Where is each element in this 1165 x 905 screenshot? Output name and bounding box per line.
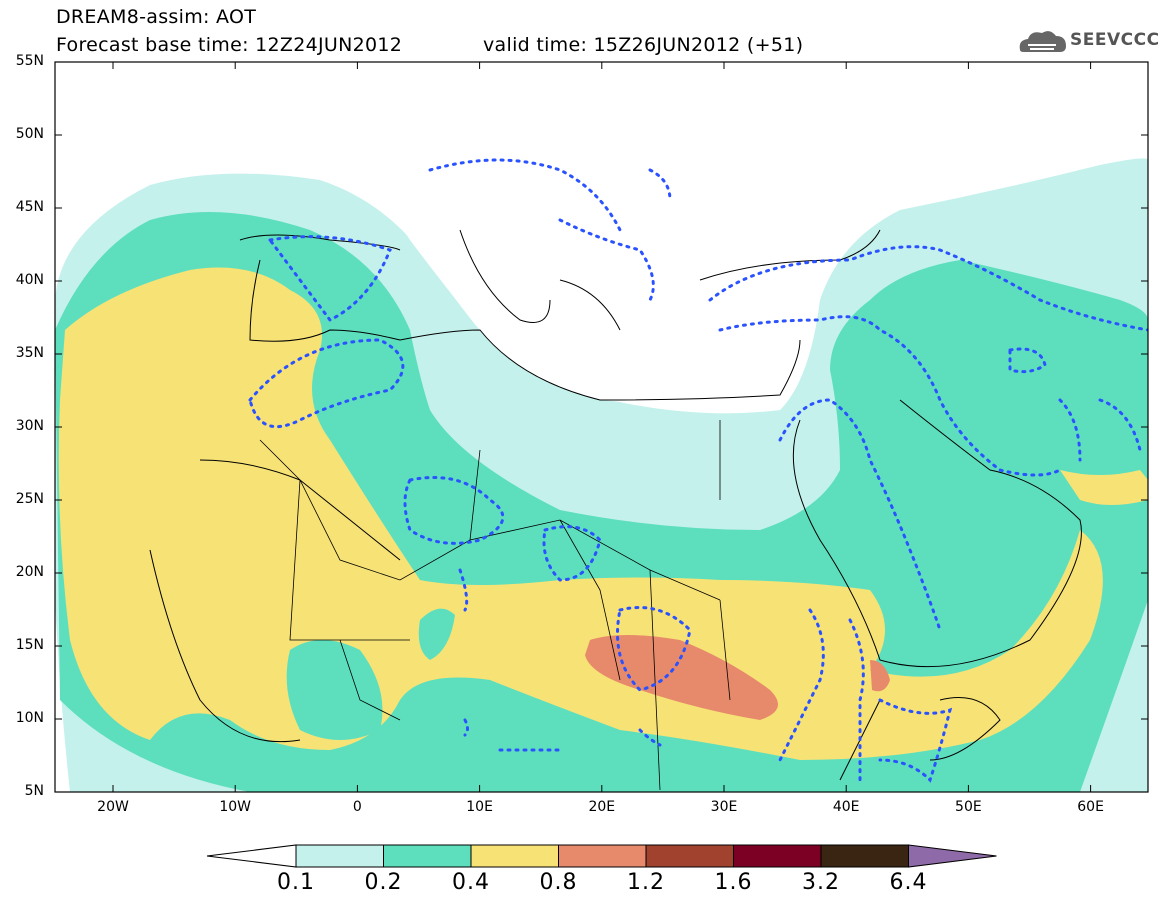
lat-label: 15N bbox=[15, 637, 44, 653]
legend-label: 0.2 bbox=[364, 870, 403, 895]
lat-label: 25N bbox=[15, 491, 44, 507]
legend-swatch bbox=[383, 844, 472, 868]
logo-text: SEEVCCC bbox=[1070, 30, 1160, 50]
lon-label: 10E bbox=[466, 799, 493, 815]
legend-arrow-low bbox=[206, 844, 297, 868]
lon-label: 10W bbox=[219, 799, 252, 815]
lon-label: 0 bbox=[352, 799, 362, 815]
legend-swatch bbox=[295, 844, 384, 868]
legend-label: 6.4 bbox=[889, 870, 928, 895]
lat-label: 5N bbox=[24, 783, 44, 799]
map-title: DREAM8-assim: AOT bbox=[56, 6, 257, 28]
lat-label: 20N bbox=[15, 564, 44, 580]
seevccc-logo-icon bbox=[1019, 31, 1066, 52]
legend-swatch bbox=[645, 844, 734, 868]
lat-label: 10N bbox=[15, 710, 44, 726]
forecast-base-time: Forecast base time: 12Z24JUN2012 bbox=[56, 34, 403, 56]
dust-contour-lines bbox=[248, 158, 1148, 783]
lat-label: 30N bbox=[15, 418, 44, 434]
lon-label: 60E bbox=[1077, 799, 1104, 815]
lat-label: 45N bbox=[15, 199, 44, 215]
legend-label: 0.1 bbox=[277, 870, 315, 895]
legend-arrow-high bbox=[908, 844, 997, 868]
lon-label: 40E bbox=[832, 799, 860, 815]
lon-label: 20W bbox=[97, 799, 129, 815]
legend-label: 1.6 bbox=[714, 870, 753, 895]
lat-label: 50N bbox=[15, 126, 44, 142]
lat-label: 35N bbox=[15, 345, 44, 361]
legend-swatch bbox=[820, 844, 909, 868]
legend-swatch bbox=[733, 844, 822, 868]
legend-label: 3.2 bbox=[802, 870, 840, 895]
lat-label: 55N bbox=[15, 53, 44, 69]
legend-label: 0.8 bbox=[539, 870, 578, 895]
legend-label: 0.4 bbox=[452, 870, 490, 895]
lon-label: 30E bbox=[710, 799, 738, 815]
lat-label: 40N bbox=[15, 272, 44, 288]
legend-swatch bbox=[470, 844, 559, 868]
legend-label: 1.2 bbox=[627, 870, 665, 895]
lon-label: 20E bbox=[588, 799, 616, 815]
legend-swatch bbox=[558, 844, 647, 868]
lon-label: 50E bbox=[955, 799, 982, 815]
valid-time: valid time: 15Z26JUN2012 (+51) bbox=[483, 34, 804, 56]
aot-0.4-region bbox=[58, 267, 1103, 760]
